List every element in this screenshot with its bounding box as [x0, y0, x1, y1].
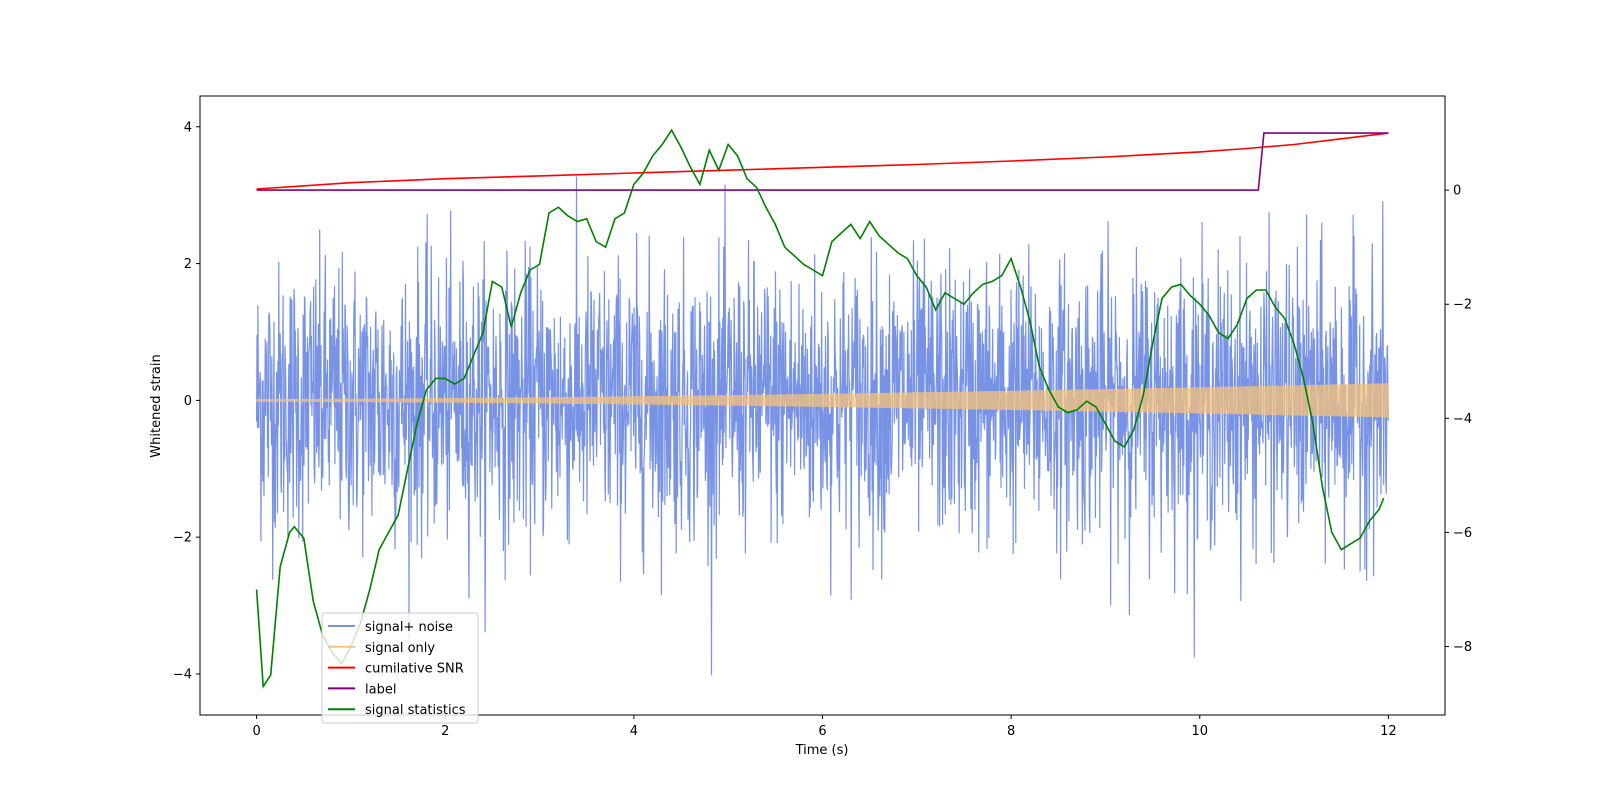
series-signal-statistics — [255, 128, 1385, 689]
left-y-tick-label: −4 — [173, 667, 192, 682]
x-tick-label: 2 — [441, 724, 449, 739]
series-signal-noise — [256, 176, 1389, 676]
left-y-tick-label: 2 — [184, 257, 192, 272]
left-y-tick-label: −2 — [173, 531, 192, 546]
left-y-tick-label: 4 — [184, 120, 192, 135]
right-y-tick-label: −8 — [1453, 640, 1472, 655]
right-y-tick-label: −2 — [1453, 298, 1472, 313]
x-tick-label: 10 — [1191, 724, 1208, 739]
series-layer — [255, 128, 1389, 689]
right-y-tick-label: 0 — [1453, 184, 1461, 199]
legend-frame — [321, 612, 479, 724]
left-y-tick-label: 0 — [184, 394, 192, 409]
legend-label: signal+ noise — [365, 620, 453, 635]
right-y-tick-label: −4 — [1453, 412, 1472, 427]
left-y-axis: −4 −2 0 2 4 — [173, 120, 200, 682]
right-y-tick-label: −6 — [1453, 526, 1472, 541]
x-tick-label: 6 — [818, 724, 826, 739]
series-cumilative-snr — [256, 132, 1389, 190]
x-tick-label: 12 — [1380, 724, 1397, 739]
series-signal-only — [256, 383, 1389, 418]
legend-label: signal statistics — [365, 703, 466, 718]
x-tick-label: 0 — [252, 724, 260, 739]
x-tick-label: 8 — [1007, 724, 1015, 739]
x-axis-label: Time (s) — [795, 743, 849, 758]
right-y-axis: −8 −6 −4 −2 0 — [1445, 184, 1472, 655]
series-label — [256, 132, 1389, 191]
x-tick-label: 4 — [630, 724, 638, 739]
legend-label: label — [365, 682, 396, 697]
left-y-axis-label: Whitened strain — [149, 354, 164, 457]
legend-label: signal only — [365, 641, 435, 656]
legend: signal+ noise signal only cumilative SNR la… — [321, 612, 479, 724]
legend-label: cumilative SNR — [365, 662, 464, 677]
